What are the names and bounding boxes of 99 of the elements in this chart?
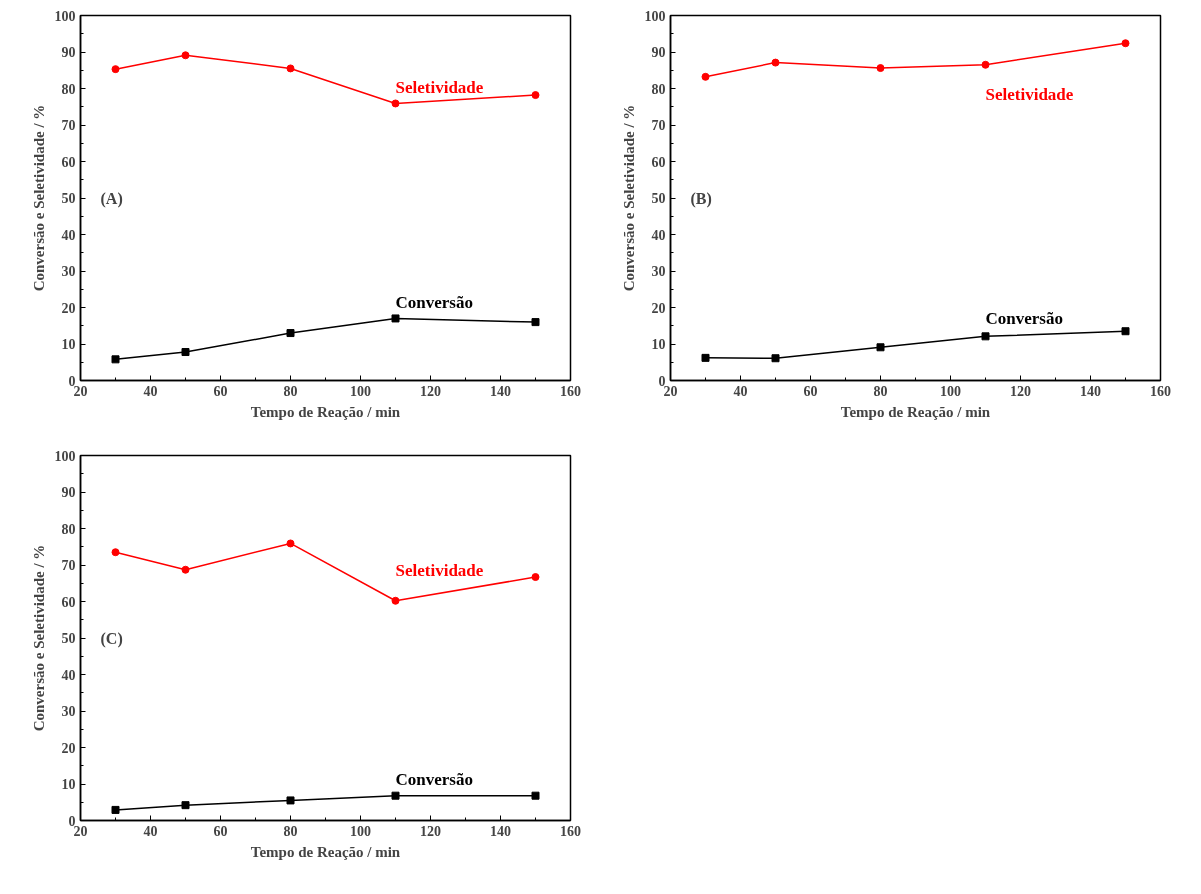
x-tick-label: 100 — [350, 823, 371, 839]
x-tick-label: 160 — [560, 383, 581, 399]
point — [1121, 39, 1130, 48]
x-tick-label: 80 — [283, 383, 298, 399]
point — [111, 65, 120, 74]
point — [391, 314, 400, 323]
y-tick-label: 90 — [61, 45, 76, 60]
y-tick-label: 100 — [54, 448, 76, 464]
y-tick-label: 40 — [61, 227, 76, 243]
annotation: (C) — [100, 629, 123, 648]
point — [531, 573, 540, 582]
y-tick-label: 60 — [61, 154, 76, 170]
point — [531, 91, 540, 100]
point — [701, 353, 710, 362]
x-tick-label: 140 — [490, 823, 511, 839]
series-label: Conversão — [395, 292, 473, 312]
y-tick-label: 100 — [644, 8, 666, 24]
y-tick-label: 30 — [651, 264, 666, 279]
y-tick-label: 0 — [658, 373, 666, 389]
series-label: Seletividade — [395, 561, 484, 581]
y-tick-label: 80 — [61, 521, 76, 537]
x-tick-label: 120 — [1010, 383, 1031, 399]
point — [771, 354, 780, 363]
point — [876, 64, 885, 73]
point — [111, 805, 120, 814]
point — [286, 329, 295, 338]
point — [286, 64, 295, 73]
y-tick-label: 70 — [61, 118, 76, 133]
x-tick-label: 80 — [283, 823, 298, 839]
point — [531, 791, 540, 800]
series-label: Conversão — [395, 770, 473, 790]
y-tick-label: 20 — [651, 300, 666, 316]
point — [771, 58, 780, 67]
x-tick-label: 100 — [350, 383, 371, 399]
y-tick-label: 10 — [651, 337, 666, 352]
series-label: Seletividade — [395, 77, 484, 97]
y-tick-label: 40 — [61, 667, 76, 683]
x-tick-label: 40 — [733, 383, 748, 399]
y-tick-label: 0 — [68, 813, 76, 829]
x-axis-title: Tempo de Reação / min — [250, 843, 401, 860]
point — [981, 60, 990, 69]
series-label: Conversão — [985, 308, 1063, 328]
point — [981, 332, 990, 341]
point — [701, 72, 710, 81]
y-tick-label: 80 — [651, 81, 666, 97]
point — [286, 539, 295, 548]
y-tick-label: 40 — [651, 227, 666, 243]
y-axis-title: Conversão e Seletividade / % — [620, 104, 637, 292]
y-tick-label: 100 — [54, 8, 76, 24]
x-tick-label: 160 — [1150, 383, 1171, 399]
x-tick-label: 60 — [213, 383, 228, 399]
x-tick-label: 140 — [490, 383, 511, 399]
x-tick-label: 100 — [940, 383, 961, 399]
y-tick-label: 50 — [61, 631, 76, 646]
point — [181, 565, 190, 574]
y-tick-label: 90 — [651, 45, 666, 60]
point — [391, 791, 400, 800]
point — [181, 801, 190, 810]
annotation: (B) — [690, 189, 712, 208]
y-axis-title: Conversão e Seletividade / % — [30, 104, 47, 292]
x-tick-label: 140 — [1080, 383, 1101, 399]
y-tick-label: 30 — [61, 704, 76, 719]
y-tick-label: 60 — [61, 594, 76, 610]
x-tick-label: 160 — [560, 823, 581, 839]
y-tick-label: 30 — [61, 264, 76, 279]
x-tick-label: 40 — [143, 383, 158, 399]
y-tick-label: 50 — [651, 191, 666, 206]
y-axis-title: Conversão e Seletividade / % — [30, 544, 47, 732]
x-tick-label: 120 — [420, 383, 441, 399]
y-tick-label: 20 — [61, 300, 76, 316]
annotation: (A) — [100, 189, 123, 208]
x-tick-label: 80 — [873, 383, 888, 399]
point — [1121, 327, 1130, 336]
point — [181, 348, 190, 357]
x-axis-title: Tempo de Reação / min — [250, 403, 401, 420]
point — [111, 548, 120, 557]
x-tick-label: 60 — [213, 823, 228, 839]
y-tick-label: 90 — [61, 485, 76, 500]
y-tick-label: 80 — [61, 81, 76, 97]
series-label: Seletividade — [985, 85, 1074, 105]
y-tick-label: 50 — [61, 191, 76, 206]
y-tick-label: 60 — [651, 154, 666, 170]
point — [876, 343, 885, 352]
x-tick-label: 60 — [803, 383, 818, 399]
y-tick-label: 10 — [61, 337, 76, 352]
point — [286, 796, 295, 805]
x-tick-label: 120 — [420, 823, 441, 839]
x-axis-title: Tempo de Reação / min — [840, 403, 991, 420]
point — [391, 596, 400, 605]
y-tick-label: 0 — [68, 373, 76, 389]
y-tick-label: 70 — [61, 558, 76, 573]
y-tick-label: 70 — [651, 118, 666, 133]
point — [111, 355, 120, 364]
y-tick-label: 10 — [61, 777, 76, 792]
x-tick-label: 40 — [143, 823, 158, 839]
point — [181, 51, 190, 60]
point — [531, 318, 540, 327]
point — [391, 99, 400, 108]
y-tick-label: 20 — [61, 740, 76, 756]
